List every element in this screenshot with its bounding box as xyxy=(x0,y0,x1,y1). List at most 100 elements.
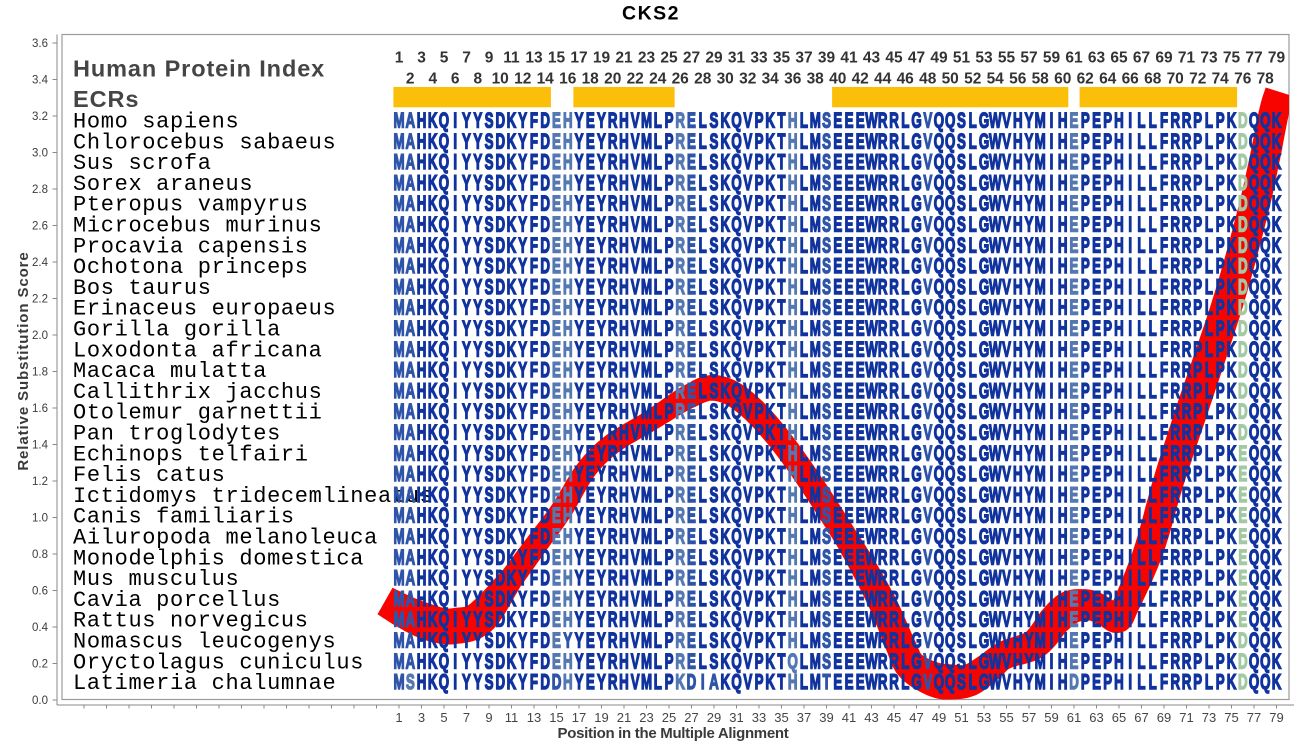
svg-text:EEEWRRLG: EEEWRRLG xyxy=(833,441,921,465)
svg-text:2: 2 xyxy=(406,71,415,88)
svg-text:YEYRHVMLP: YEYRHVMLP xyxy=(575,629,674,653)
svg-text:69: 69 xyxy=(1157,710,1171,725)
svg-text:MA: MA xyxy=(393,566,415,590)
svg-text:LM: LM xyxy=(800,629,821,653)
svg-text:4: 4 xyxy=(428,71,437,88)
svg-text:1.8: 1.8 xyxy=(32,367,48,379)
svg-text:1.2: 1.2 xyxy=(32,476,48,488)
svg-text:R: R xyxy=(675,629,685,653)
svg-text:QQK: QQK xyxy=(1249,462,1282,486)
svg-text:YEYRHVMLP: YEYRHVMLP xyxy=(575,275,674,299)
svg-text:D: D xyxy=(1238,150,1248,174)
svg-text:24: 24 xyxy=(649,71,667,88)
svg-text:41: 41 xyxy=(840,50,858,67)
svg-text:S: S xyxy=(822,317,831,341)
svg-text:V: V xyxy=(923,317,932,341)
svg-text:0.2: 0.2 xyxy=(32,659,48,671)
svg-text:MA: MA xyxy=(393,275,415,299)
svg-text:MA: MA xyxy=(393,608,415,632)
svg-text:EEEWRRLG: EEEWRRLG xyxy=(833,400,921,424)
svg-text:V: V xyxy=(923,254,932,278)
svg-text:E: E xyxy=(687,504,696,528)
svg-text:H: H xyxy=(788,525,798,549)
svg-text:59: 59 xyxy=(1044,710,1058,725)
svg-text:73: 73 xyxy=(1202,710,1216,725)
svg-text:QQK: QQK xyxy=(1249,358,1282,382)
svg-text:D: D xyxy=(1238,421,1248,445)
svg-text:S: S xyxy=(822,566,831,590)
svg-text:YEYRHVMLP: YEYRHVMLP xyxy=(575,504,674,528)
svg-text:67: 67 xyxy=(1133,50,1150,67)
svg-text:23: 23 xyxy=(639,710,653,725)
svg-text:LM: LM xyxy=(800,233,821,257)
svg-text:R: R xyxy=(675,192,685,216)
svg-text:E: E xyxy=(687,337,696,361)
svg-text:Q: Q xyxy=(788,649,798,673)
svg-text:D: D xyxy=(1238,275,1248,299)
svg-text:S: S xyxy=(406,670,415,694)
svg-text:E: E xyxy=(1070,649,1079,673)
svg-text:2.2: 2.2 xyxy=(32,294,48,306)
svg-text:42: 42 xyxy=(852,71,869,88)
svg-text:LM: LM xyxy=(800,649,821,673)
svg-text:31: 31 xyxy=(729,710,743,725)
svg-text:E: E xyxy=(687,587,696,611)
svg-text:R: R xyxy=(675,317,685,341)
svg-text:67: 67 xyxy=(1134,710,1148,725)
svg-text:Oryctolagus cuniculus: Oryctolagus cuniculus xyxy=(73,650,364,675)
svg-text:H: H xyxy=(563,670,573,694)
svg-text:LM: LM xyxy=(800,441,821,465)
svg-text:YEYRHVMLP: YEYRHVMLP xyxy=(575,358,674,382)
svg-text:E: E xyxy=(1070,483,1079,507)
svg-text:R: R xyxy=(675,358,685,382)
svg-text:H: H xyxy=(788,317,798,341)
svg-text:S: S xyxy=(822,109,831,133)
svg-text:MA: MA xyxy=(393,296,415,320)
svg-text:S: S xyxy=(822,275,831,299)
svg-text:V: V xyxy=(923,587,932,611)
svg-text:Y: Y xyxy=(563,629,572,653)
svg-text:R: R xyxy=(675,545,685,569)
svg-text:35: 35 xyxy=(774,710,788,725)
svg-text:LM: LM xyxy=(800,608,821,632)
svg-text:E: E xyxy=(1238,441,1247,465)
svg-text:MA: MA xyxy=(393,213,415,237)
svg-text:V: V xyxy=(923,233,932,257)
svg-text:E: E xyxy=(1070,358,1079,382)
svg-text:D: D xyxy=(1238,629,1248,653)
svg-text:QQK: QQK xyxy=(1249,545,1282,569)
svg-text:LM: LM xyxy=(800,483,821,507)
svg-text:78: 78 xyxy=(1257,71,1275,88)
svg-text:21: 21 xyxy=(615,50,633,67)
svg-text:E: E xyxy=(1070,629,1079,653)
svg-text:R: R xyxy=(675,400,685,424)
svg-text:D: D xyxy=(1238,379,1248,403)
svg-text:H: H xyxy=(788,483,798,507)
svg-text:R: R xyxy=(675,587,685,611)
svg-text:35: 35 xyxy=(773,50,791,67)
svg-text:H: H xyxy=(788,587,798,611)
svg-text:Macaca mulatta: Macaca mulatta xyxy=(73,359,267,384)
svg-text:LM: LM xyxy=(800,421,821,445)
svg-text:EEEWRRLG: EEEWRRLG xyxy=(833,483,921,507)
svg-text:E: E xyxy=(687,462,696,486)
svg-text:EEEWRRLG: EEEWRRLG xyxy=(833,129,921,153)
svg-text:77: 77 xyxy=(1245,50,1262,67)
svg-text:2.0: 2.0 xyxy=(32,330,48,342)
svg-text:D: D xyxy=(1238,649,1248,673)
svg-text:33: 33 xyxy=(752,710,766,725)
svg-text:V: V xyxy=(923,462,932,486)
svg-text:E: E xyxy=(687,254,696,278)
svg-text:R: R xyxy=(675,171,685,195)
svg-text:H: H xyxy=(788,358,798,382)
svg-text:LM: LM xyxy=(800,317,821,341)
svg-text:E: E xyxy=(552,629,561,653)
svg-text:EEEWRRLG: EEEWRRLG xyxy=(833,171,921,195)
svg-text:23: 23 xyxy=(638,50,656,67)
svg-text:D: D xyxy=(1238,254,1248,278)
svg-text:25: 25 xyxy=(662,710,676,725)
svg-text:YEYRHVMLP: YEYRHVMLP xyxy=(575,129,674,153)
svg-text:EEEWRRLG: EEEWRRLG xyxy=(833,254,921,278)
svg-text:79: 79 xyxy=(1269,710,1283,725)
svg-text:E: E xyxy=(1070,275,1079,299)
